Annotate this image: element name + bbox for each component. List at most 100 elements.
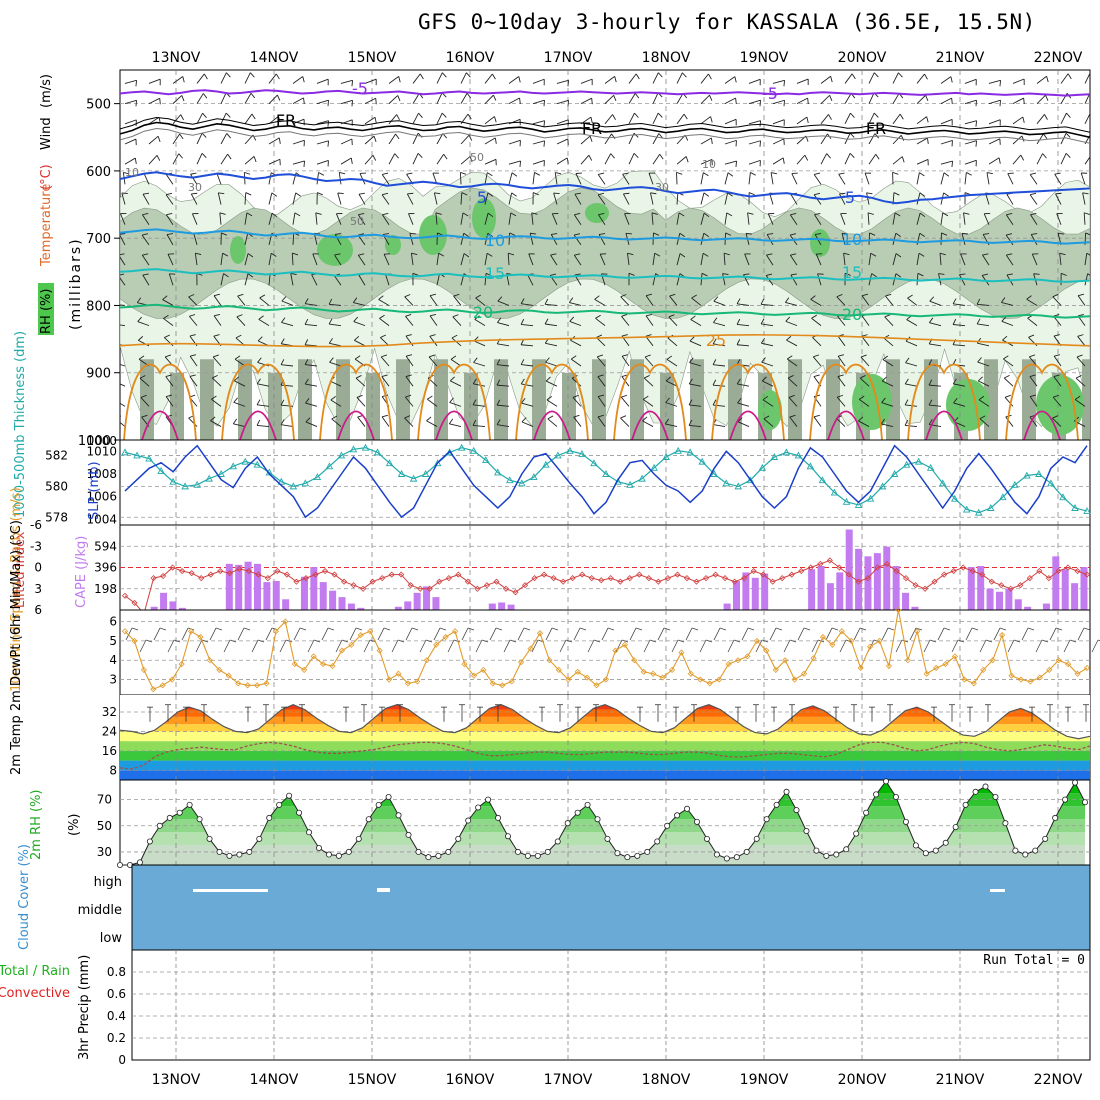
wind-barb-flag <box>120 415 122 418</box>
wind-barb-flag <box>828 114 832 120</box>
wind-barb-shaft <box>839 193 846 205</box>
thickness-point <box>662 453 670 460</box>
lifted-index-point <box>931 578 938 585</box>
wind-barb-flag <box>134 157 137 165</box>
wind-barb-flag <box>702 252 709 257</box>
isotherm-25-loop-3 <box>417 363 491 440</box>
wind-barb-shaft <box>139 377 150 387</box>
wind-barb-shaft <box>381 376 390 387</box>
wind-barb-flag <box>829 95 833 101</box>
wind-barb-shaft <box>460 156 471 165</box>
wind-barb-shaft <box>292 212 296 225</box>
rh-point <box>614 850 621 857</box>
wind-barb-flag <box>429 313 437 317</box>
wind-speed-point <box>1074 670 1081 677</box>
lifted-index-point <box>502 585 510 592</box>
wind-barb-shaft <box>484 94 494 104</box>
wind-barb-flag <box>676 171 683 175</box>
lifted-index-point <box>426 585 433 592</box>
wind-barb-shaft <box>665 423 678 427</box>
wind-barb-flag <box>142 213 149 216</box>
wind-speed-point <box>178 661 185 668</box>
rh-point <box>435 852 442 859</box>
wind-speed-point <box>668 666 676 673</box>
wind-barb-shaft <box>1005 254 1014 266</box>
wind-barb-shaft <box>761 303 774 306</box>
wind-barb-flag <box>418 112 423 118</box>
wind-barb-flag <box>633 132 639 138</box>
wind-barb-shaft <box>268 172 272 185</box>
surface-barb-shaft <box>769 627 777 641</box>
wind-barb-shaft <box>1029 376 1038 387</box>
surface-barb-shaft <box>1035 639 1043 653</box>
thickness-point <box>133 451 141 459</box>
wind-barb-flag <box>166 192 173 196</box>
wind-barb-shaft <box>570 339 582 347</box>
wind-barb-shaft <box>573 214 582 225</box>
wind-barb-flag <box>1028 334 1035 338</box>
wind-barb-shaft <box>1060 73 1069 84</box>
wind-barb-shaft <box>521 364 534 367</box>
cape-bar <box>329 590 337 610</box>
wind-speed-point <box>782 657 789 664</box>
wind-barb-flag <box>1091 134 1095 139</box>
surface-barb-flag <box>397 639 405 643</box>
wind-barb-shaft <box>596 356 606 367</box>
top-date-22nov: 22NOV <box>1034 50 1083 66</box>
side-labels: RH (%) Temperature (°C) Wind (m/s) (mill… <box>0 74 102 1060</box>
surface-barb-flag <box>1083 627 1091 631</box>
wind-barb-shaft <box>124 157 136 165</box>
surface-barb-shaft <box>321 627 329 641</box>
wind-barb-flag <box>627 252 634 256</box>
surface-barb-flag <box>999 627 1007 631</box>
wind-speed-point <box>640 668 647 675</box>
wind-barb-shaft <box>840 213 846 225</box>
wind-barb-shaft <box>190 174 198 185</box>
wind-barb-shaft <box>892 113 901 125</box>
surface-barb-flag <box>915 627 923 631</box>
wind-barb-shaft <box>1001 301 1014 306</box>
wind-barb-flag <box>759 120 762 127</box>
wind-barb-flag <box>493 94 497 101</box>
wind-barb-flag <box>986 172 993 175</box>
wind-barb-flag <box>782 157 785 164</box>
wind-barb-shaft <box>165 214 174 225</box>
wind-barb-shaft <box>334 254 342 266</box>
wind-barb-flag <box>1086 252 1090 256</box>
isotherm-25-loop-1 <box>221 363 295 440</box>
wind-barb-flag <box>814 192 821 196</box>
lifted-index-point <box>598 577 605 584</box>
wind-speed-point <box>697 676 704 683</box>
wind-barb-flag <box>137 336 144 341</box>
wind-barb-shaft <box>316 172 319 185</box>
wind-barb-shaft <box>452 316 462 326</box>
wind-barb-shaft <box>259 297 270 306</box>
wind-barb-shaft <box>689 425 702 427</box>
wind-barb-flag <box>290 273 297 276</box>
thickness-point <box>746 476 755 484</box>
wind-barb-shaft <box>484 172 488 185</box>
wind-barb-flag <box>280 399 285 406</box>
wind-speed-point <box>414 678 421 685</box>
surface-barb-shaft <box>279 639 287 653</box>
wind-barb-flag <box>294 212 301 217</box>
wind-speed-point <box>970 680 977 687</box>
wind-barb-shaft <box>193 233 198 246</box>
surface-barb-shaft <box>1007 639 1015 653</box>
cape-bar <box>1061 569 1069 610</box>
rh-point <box>524 852 531 859</box>
surface-barb-flag <box>313 639 321 643</box>
lifted-index-point <box>617 578 624 585</box>
surface-barb-flag <box>733 639 741 643</box>
rh-point <box>902 818 909 825</box>
thickness-point <box>950 494 959 502</box>
wind-barb-shaft <box>234 358 246 367</box>
wind-barb-flag <box>212 354 219 358</box>
wind-barb-flag <box>221 232 228 236</box>
wind-speed-point <box>263 680 270 687</box>
wind-barb-shaft <box>340 157 352 165</box>
rh-point <box>554 838 561 845</box>
bottom-date-15nov: 15NOV <box>348 1072 397 1088</box>
wind-barb-shaft <box>916 94 926 104</box>
thickness-point <box>385 459 394 467</box>
